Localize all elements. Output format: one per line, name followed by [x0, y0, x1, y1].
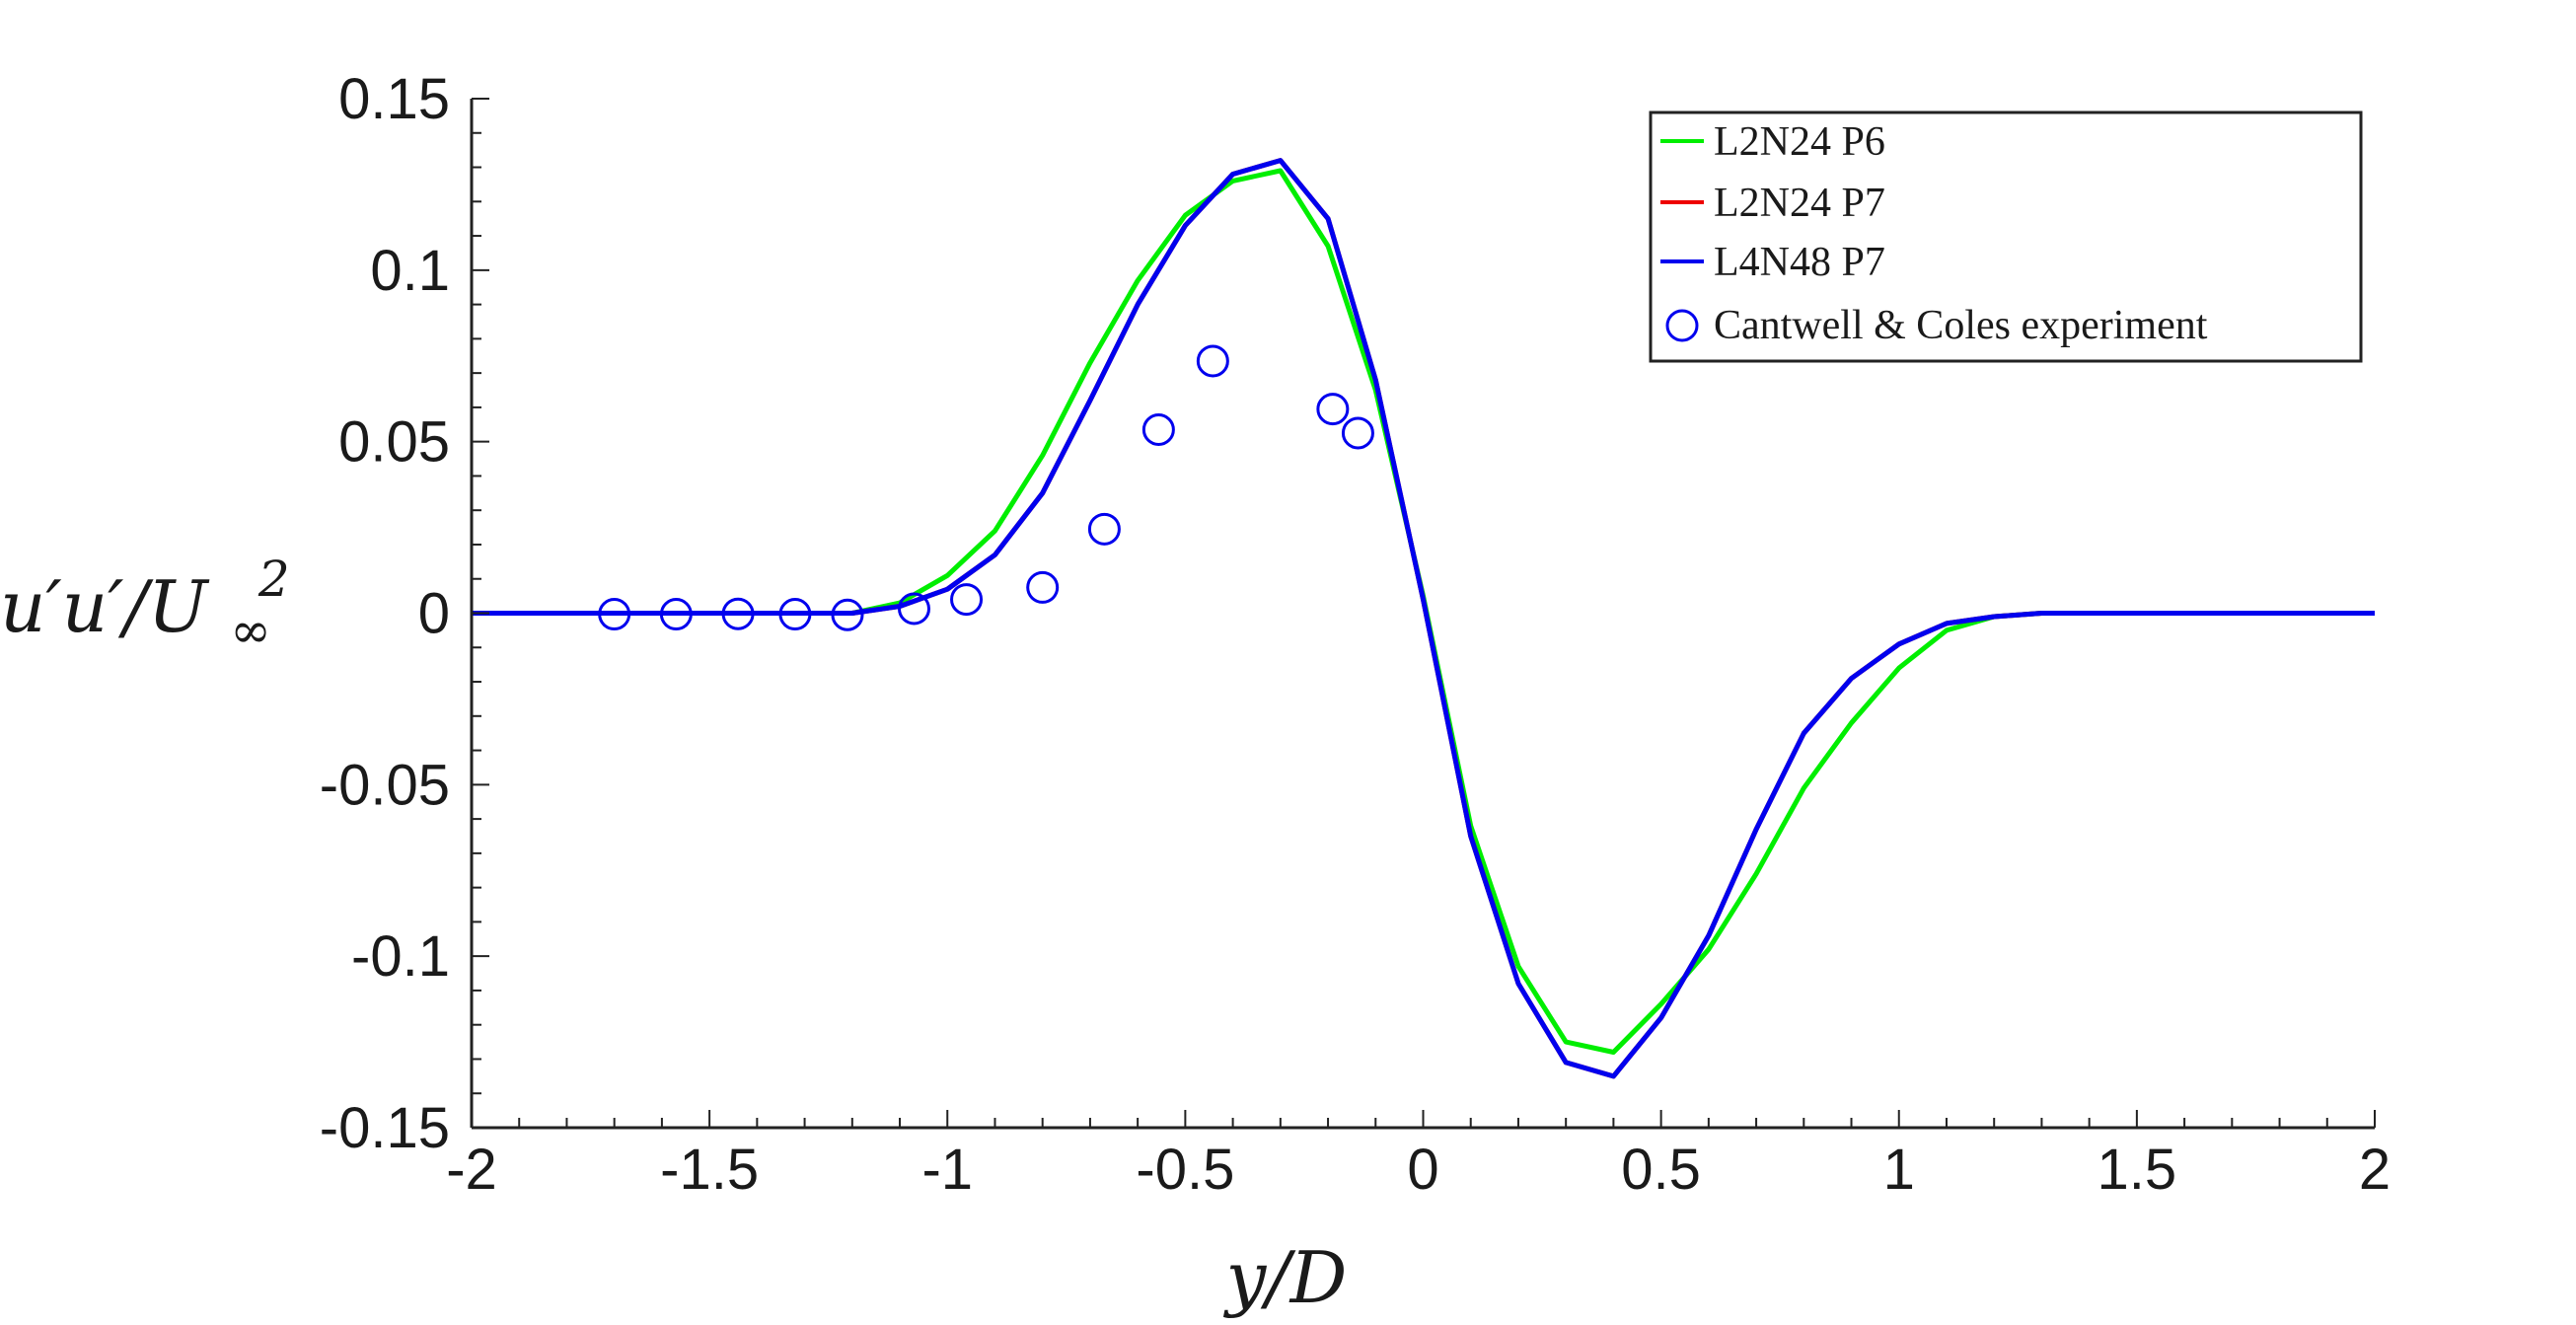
- data-point: [1141, 412, 1175, 446]
- y-tick-label: 0.1: [370, 239, 450, 303]
- x-tick-label: -0.5: [1136, 1138, 1234, 1202]
- legend-label-3: L4N48 P7: [1714, 240, 1885, 285]
- series-line-3: [472, 158, 2375, 1079]
- legend-label-4: Cantwell & Coles experiment: [1714, 303, 2208, 348]
- y-axis-label: u′u′/U ∞ 2: [0, 551, 294, 664]
- data-point: [831, 598, 864, 631]
- data-point: [1196, 344, 1229, 378]
- data-point: [721, 597, 755, 630]
- x-tick-label: -1.5: [660, 1138, 759, 1202]
- y-axis-label-sup: 2: [258, 551, 290, 608]
- x-tick-label: -2: [446, 1138, 497, 1202]
- plot-area: [472, 158, 2375, 1079]
- data-point: [897, 592, 930, 626]
- data-point: [1341, 416, 1374, 450]
- y-tick-label: 0: [418, 582, 450, 646]
- data-point: [778, 598, 812, 631]
- y-tick-label: -0.05: [320, 753, 450, 817]
- tick-labels: -2 -1.5 -1 -0.5 0 0.5 1 1.5 2 0.15 0.1 0.05 0 -0.05 -0…: [320, 67, 2391, 1202]
- legend-marker-4: [1665, 309, 1699, 342]
- x-tick-label: 0: [1407, 1138, 1438, 1202]
- y-tick-label: -0.15: [320, 1096, 450, 1160]
- legend-box: [1649, 110, 2363, 363]
- x-tick-label: -1: [921, 1138, 973, 1202]
- data-point: [659, 598, 693, 631]
- y-tick-label: 0.15: [338, 67, 450, 131]
- ticks: [471, 98, 2376, 1129]
- y-tick-label: 0.05: [338, 410, 450, 475]
- data-point: [598, 598, 631, 631]
- x-tick-label: 1: [1883, 1138, 1915, 1202]
- y-axis-label-sub: ∞: [230, 602, 271, 659]
- legend: L2N24 P6 L2N24 P7 L4N48 P7 Cantwell & Co…: [1649, 110, 2363, 363]
- data-point: [1087, 512, 1121, 546]
- legend-label-1: L2N24 P6: [1714, 119, 1885, 165]
- legend-label-2: L2N24 P7: [1714, 181, 1885, 226]
- data-point: [1316, 393, 1350, 426]
- data-point: [1026, 570, 1060, 604]
- svg-text:u′u′/U ∞ 2: u′u′/U ∞ 2: [0, 551, 294, 664]
- x-tick-label: 1.5: [2098, 1138, 2177, 1202]
- y-tick-label: -0.1: [351, 924, 450, 989]
- data-point: [950, 583, 984, 617]
- y-axis-label-main: u′u′/U: [0, 565, 210, 648]
- x-axis-label: y/D: [1223, 1236, 1348, 1319]
- x-tick-label: 0.5: [1621, 1138, 1701, 1202]
- x-tick-label: 2: [2359, 1138, 2391, 1202]
